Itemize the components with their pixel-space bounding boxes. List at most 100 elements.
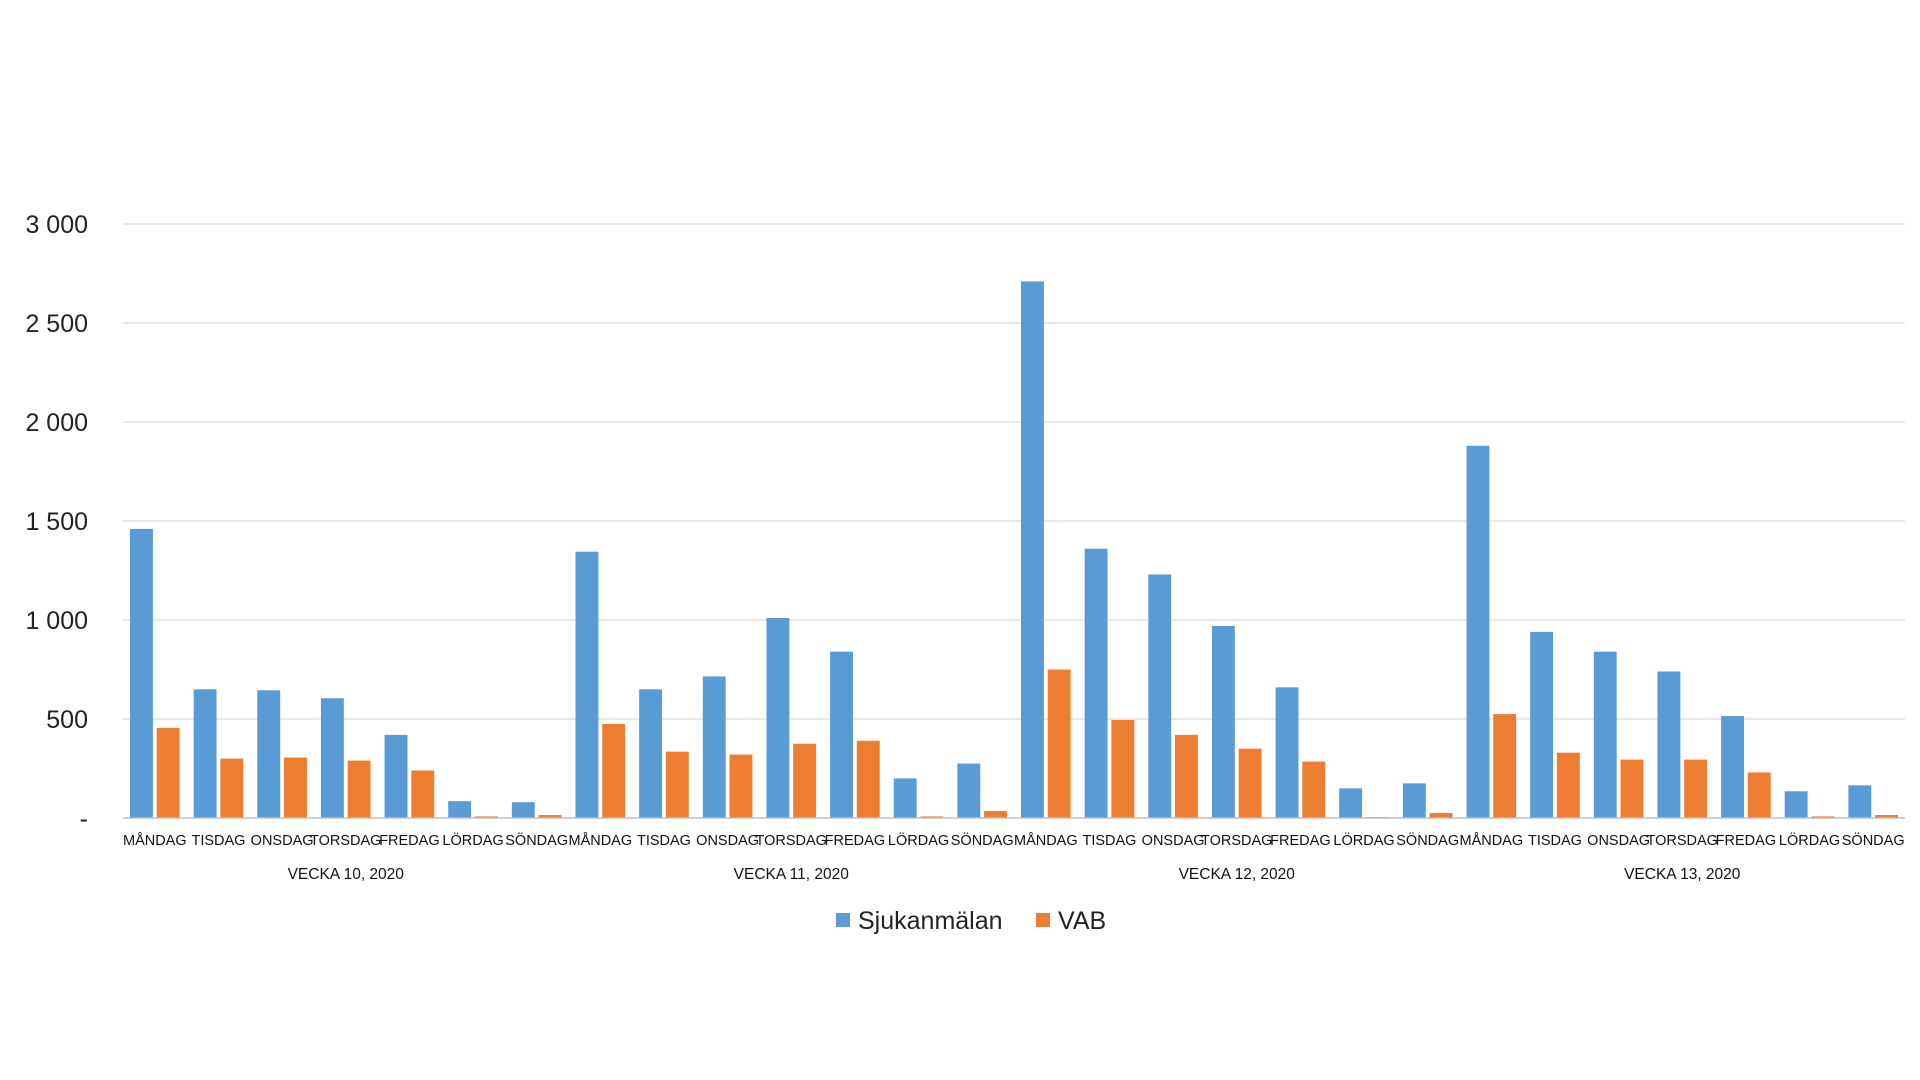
- x-tick-label: ONSDAG: [1587, 833, 1650, 849]
- bar-vab: [1047, 669, 1071, 818]
- x-tick-label: LÖRDAG: [1779, 831, 1840, 849]
- legend: Sjukanmälan VAB: [836, 907, 1106, 935]
- bar-vab: [665, 751, 689, 818]
- bar-vab: [1620, 759, 1644, 818]
- x-tick-label: SÖNDAG: [505, 831, 568, 849]
- bar-sjukanmalan: [575, 551, 599, 818]
- bar-sjukanmalan: [1084, 548, 1108, 818]
- bar-vab: [1811, 816, 1835, 818]
- bar-vab: [1684, 759, 1708, 818]
- y-tick-label: -: [80, 805, 88, 833]
- bar-vab: [1429, 813, 1453, 818]
- x-tick-label: TISDAG: [191, 833, 245, 849]
- bar-vab: [1238, 748, 1262, 818]
- x-tick-label: TISDAG: [1528, 833, 1582, 849]
- y-tick-label: 2 500: [25, 310, 88, 338]
- bar-sjukanmalan: [893, 778, 917, 818]
- x-tick-label: ONSDAG: [696, 833, 759, 849]
- bar-vab: [1875, 815, 1898, 818]
- bar-vab: [474, 816, 498, 818]
- x-tick-label: ONSDAG: [251, 833, 314, 849]
- x-tick-label: SÖNDAG: [951, 831, 1014, 849]
- bar-sjukanmalan: [1721, 716, 1744, 818]
- y-tick-label: 3 000: [25, 211, 88, 239]
- week-group-label: VECKA 13, 2020: [1624, 866, 1741, 883]
- bar-sjukanmalan: [1657, 671, 1681, 818]
- gridlines: [123, 223, 1905, 720]
- bar-vab: [729, 754, 753, 818]
- bar-vab: [538, 815, 562, 818]
- bar-sjukanmalan: [1211, 625, 1235, 818]
- legend-label: VAB: [1058, 907, 1106, 935]
- week-group-label: VECKA 10, 2020: [288, 866, 405, 883]
- x-tick-label: LÖRDAG: [442, 831, 503, 849]
- x-tick-label: FREDAG: [1716, 833, 1776, 849]
- bar-sjukanmalan: [1784, 791, 1808, 818]
- bar-sjukanmalan: [702, 676, 726, 818]
- x-tick-label: ONSDAG: [1142, 833, 1205, 849]
- legend-swatch: [1036, 913, 1050, 927]
- bar-sjukanmalan: [1148, 574, 1172, 818]
- x-tick-label: TORSDAG: [1647, 833, 1718, 849]
- legend-label: Sjukanmälan: [858, 907, 1003, 935]
- bar-sjukanmalan: [957, 763, 981, 818]
- x-tick-label: MÅNDAG: [1014, 832, 1078, 849]
- x-tick-label: FREDAG: [825, 833, 885, 849]
- bar-sjukanmalan: [193, 689, 217, 818]
- bar-vab: [156, 727, 180, 818]
- x-tick-label: SÖNDAG: [1842, 831, 1905, 849]
- bar-sjukanmalan: [320, 698, 344, 818]
- bar-vab: [856, 740, 880, 818]
- bar-vab: [1493, 714, 1517, 818]
- bar-vab: [920, 816, 944, 818]
- bar-vab: [1747, 772, 1771, 818]
- x-tick-label: TORSDAG: [756, 833, 827, 849]
- bar-sjukanmalan: [448, 801, 472, 818]
- x-tick-label: FREDAG: [1270, 833, 1330, 849]
- bars: [130, 281, 1898, 818]
- bar-sjukanmalan: [1021, 281, 1044, 818]
- bar-vab: [1111, 719, 1135, 818]
- bar-sjukanmalan: [1593, 651, 1617, 818]
- x-tick-label: MÅNDAG: [1459, 832, 1523, 849]
- y-tick-label: 500: [46, 706, 88, 734]
- bar-vab: [1302, 761, 1326, 818]
- x-tick-label: SÖNDAG: [1396, 831, 1459, 849]
- bar-sjukanmalan: [130, 528, 153, 818]
- week-group-label: VECKA 12, 2020: [1179, 866, 1296, 883]
- y-axis-ticks: - 500 1 000 1 500 2 000 2 500 3 000: [25, 211, 88, 833]
- bar-sjukanmalan: [384, 734, 408, 818]
- bar-sjukanmalan: [766, 618, 790, 818]
- bar-vab: [1556, 752, 1580, 818]
- bar-sjukanmalan: [511, 802, 535, 818]
- x-tick-label: LÖRDAG: [1333, 831, 1394, 849]
- y-tick-label: 1 000: [25, 607, 88, 635]
- x-tick-label: TISDAG: [1082, 833, 1136, 849]
- bar-vab: [984, 811, 1007, 818]
- bar-sjukanmalan: [1466, 445, 1490, 818]
- y-tick-label: 2 000: [25, 409, 88, 437]
- x-tick-label: TORSDAG: [1201, 833, 1272, 849]
- week-group-label: VECKA 11, 2020: [734, 866, 850, 883]
- bar-vab: [793, 743, 817, 818]
- bar-sjukanmalan: [639, 689, 663, 818]
- x-tick-label: MÅNDAG: [123, 832, 187, 849]
- bar-vab: [602, 723, 626, 818]
- x-tick-label: LÖRDAG: [888, 831, 949, 849]
- legend-swatch: [836, 913, 850, 927]
- bar-vab: [411, 770, 435, 818]
- bar-vab: [220, 758, 244, 818]
- bar-vab: [347, 760, 371, 818]
- y-tick-label: 1 500: [25, 508, 88, 536]
- bar-sjukanmalan: [830, 651, 853, 818]
- bar-sjukanmalan: [257, 690, 281, 818]
- bar-sjukanmalan: [1402, 783, 1426, 818]
- x-tick-label: FREDAG: [379, 833, 439, 849]
- bar-vab: [1175, 734, 1198, 818]
- bar-sjukanmalan: [1339, 788, 1363, 818]
- bar-sjukanmalan: [1848, 785, 1872, 818]
- x-tick-label: TORSDAG: [310, 833, 381, 849]
